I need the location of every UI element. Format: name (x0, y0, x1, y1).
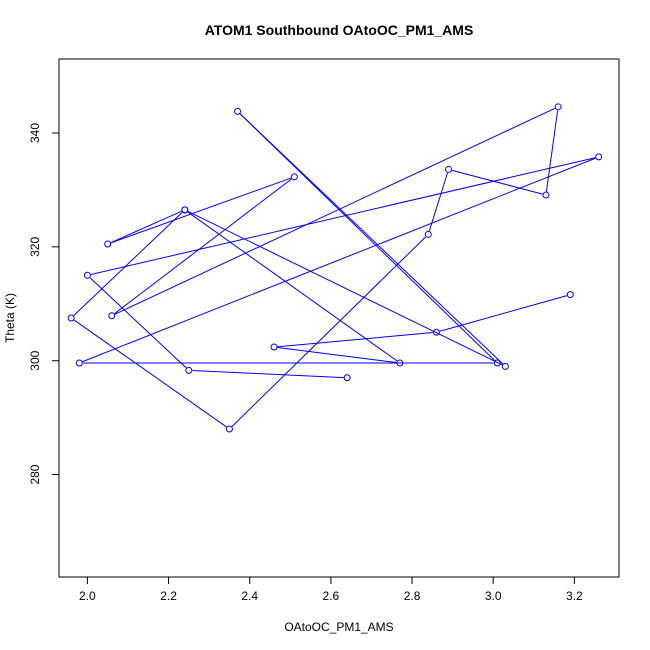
series-segment (73, 211, 183, 316)
series-segment (439, 295, 567, 332)
series-segment (89, 277, 187, 369)
series-segment (428, 172, 448, 232)
x-tick-label: 2.4 (241, 589, 258, 603)
data-point (104, 240, 112, 248)
series-segment (545, 110, 559, 192)
plot-frame (58, 58, 620, 578)
data-point (424, 230, 432, 238)
data-point (290, 173, 298, 181)
x-tick-label: 3.0 (485, 589, 502, 603)
chart-title: ATOM1 Southbound OAtoOC_PM1_AMS (205, 22, 474, 38)
data-point (83, 271, 91, 279)
data-series (67, 103, 603, 433)
x-tick-label: 3.2 (566, 589, 583, 603)
series-segment (231, 236, 427, 427)
data-point (225, 425, 233, 433)
data-point (67, 314, 75, 322)
series-segment (110, 210, 182, 243)
series-segment (277, 332, 433, 348)
data-point (493, 359, 501, 367)
series-segment (239, 113, 504, 365)
y-tick-label: 300 (28, 350, 42, 370)
data-point (445, 165, 453, 173)
data-point (542, 191, 550, 199)
y-axis: 280 300 320 340 (28, 123, 59, 485)
x-axis: 2.0 2.2 2.4 2.6 2.8 3.0 3.2 (79, 577, 583, 603)
data-point (432, 328, 440, 336)
series-segment (451, 169, 543, 195)
x-tick-label: 2.8 (404, 589, 421, 603)
data-point (595, 153, 603, 161)
data-point (566, 291, 574, 299)
x-tick-label: 2.0 (79, 589, 96, 603)
series-segment (277, 346, 397, 364)
series-segment (110, 177, 292, 244)
data-point (554, 103, 562, 111)
x-tick-label: 2.6 (323, 589, 340, 603)
series-segment (187, 210, 503, 366)
series-segment (73, 319, 227, 428)
data-point (75, 359, 83, 367)
y-tick-label: 340 (28, 123, 42, 143)
data-point (501, 362, 509, 370)
data-point (270, 343, 278, 351)
data-point (396, 359, 404, 367)
y-tick-label: 320 (28, 237, 42, 257)
data-point (185, 366, 193, 374)
data-point (343, 374, 351, 382)
data-point (181, 206, 189, 214)
series-segment (90, 157, 596, 275)
series-segment (239, 113, 496, 361)
series-segment (114, 178, 292, 314)
series-segment (82, 157, 596, 363)
series-segment (192, 370, 344, 379)
x-tick-label: 2.2 (160, 589, 177, 603)
data-point (234, 107, 242, 115)
data-point (108, 312, 116, 320)
series-segment (114, 107, 556, 315)
series-segment (187, 211, 398, 362)
x-axis-label: OAtoOC_PM1_AMS (284, 620, 393, 634)
y-tick-label: 280 (28, 464, 42, 484)
y-axis-label: Theta (K) (3, 293, 17, 343)
